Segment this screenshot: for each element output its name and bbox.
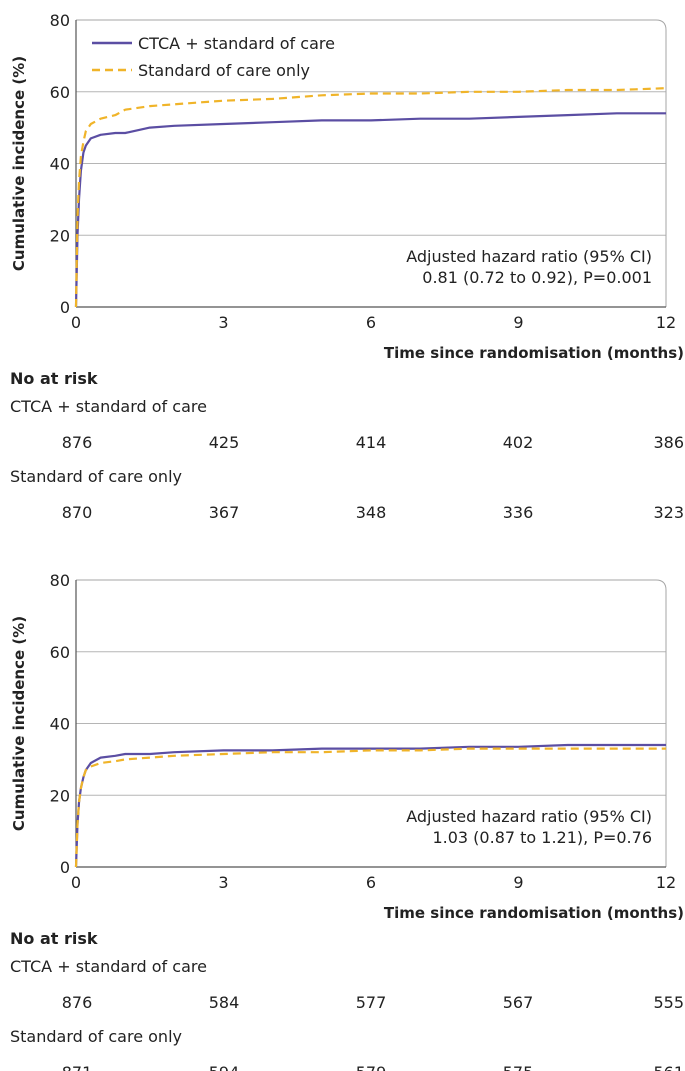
panel1-at-risk-count: 336 [503, 503, 534, 522]
panel1-x-tick-label: 3 [218, 313, 228, 332]
panel2-at-risk-count: 561 [653, 1063, 684, 1071]
panel2-at-risk-count: 876 [62, 993, 93, 1012]
panel1-series-ctca [74, 112, 666, 308]
panel1-at-risk-count: 876 [62, 433, 93, 452]
panel1-hazard-ratio-annotation: Adjusted hazard ratio (95% CI) [406, 247, 652, 266]
panel1-at-risk-count: 870 [62, 503, 93, 522]
panel2-y-tick-label: 20 [50, 786, 70, 805]
panel2-at-risk-count: 594 [209, 1063, 240, 1071]
panel2-y-tick-label: 40 [50, 715, 70, 734]
panel2-at-risk-count: 577 [356, 993, 387, 1012]
panel2-at-risk-count: 871 [62, 1063, 93, 1071]
panel1-y-axis-label: Cumulative incidence (%) [10, 56, 28, 271]
panel1-x-tick-label: 12 [656, 313, 676, 332]
panel2-at-risk-group-label: Standard of care only [10, 1027, 182, 1046]
panel1-at-risk-count: 425 [209, 433, 240, 452]
panel1-at-risk-title: No at risk [10, 369, 98, 388]
legend-label-2: Standard of care only [138, 61, 310, 80]
panel2-at-risk-count: 579 [356, 1063, 387, 1071]
panel1-y-tick-label: 0 [60, 298, 70, 317]
panel2-hazard-ratio-annotation: Adjusted hazard ratio (95% CI) [406, 807, 652, 826]
panel1-series-standard-of-care [74, 87, 667, 308]
panel2-y-axis-label: Cumulative incidence (%) [10, 616, 28, 831]
panel1-at-risk-count: 414 [356, 433, 387, 452]
panel1-y-tick-label: 60 [50, 83, 70, 102]
panel1-x-tick-label: 0 [71, 313, 81, 332]
panel2-x-tick-label: 9 [513, 873, 523, 892]
panel2-at-risk-count: 575 [503, 1063, 534, 1071]
panel2-at-risk-title: No at risk [10, 929, 98, 948]
panel1-x-tick-label: 6 [366, 313, 376, 332]
panel1-at-risk-count: 386 [653, 433, 684, 452]
panel2-x-tick-label: 12 [656, 873, 676, 892]
panel2-frame [76, 579, 667, 867]
panel2-x-tick-label: 0 [71, 873, 81, 892]
panel1-x-tick-label: 9 [513, 313, 523, 332]
panel1-at-risk-count: 367 [209, 503, 240, 522]
panel1-hazard-ratio-annotation: 0.81 (0.72 to 0.92), P=0.001 [422, 268, 652, 287]
panel1-at-risk-count: 323 [653, 503, 684, 522]
panel2-series-ctca [74, 743, 666, 868]
panel1-y-tick-label: 20 [50, 226, 70, 245]
panel1-at-risk-group-label: CTCA + standard of care [10, 397, 207, 416]
panel2-series-standard-of-care [74, 747, 666, 868]
panel2-at-risk-group-label: CTCA + standard of care [10, 957, 207, 976]
panel2-y-tick-label: 80 [50, 571, 70, 590]
panel2-y-tick-label: 60 [50, 643, 70, 662]
panel1-y-tick-label: 80 [50, 11, 70, 30]
panel2-x-tick-label: 6 [366, 873, 376, 892]
panel1-y-tick-label: 40 [50, 155, 70, 174]
panel1-frame [76, 19, 667, 307]
panel2-y-tick-label: 0 [60, 858, 70, 877]
panel1-at-risk-group-label: Standard of care only [10, 467, 182, 486]
panel2-hazard-ratio-annotation: 1.03 (0.87 to 1.21), P=0.76 [432, 828, 652, 847]
panel2-at-risk-count: 555 [653, 993, 684, 1012]
panel1-x-axis-label: Time since randomisation (months) [384, 344, 684, 362]
panel1-at-risk-count: 348 [356, 503, 387, 522]
panel1-at-risk-count: 402 [503, 433, 534, 452]
panel2-x-tick-label: 3 [218, 873, 228, 892]
legend-label-1: CTCA + standard of care [138, 34, 335, 53]
panel2-at-risk-count: 567 [503, 993, 534, 1012]
panel2-at-risk-count: 584 [209, 993, 240, 1012]
panel2-x-axis-label: Time since randomisation (months) [384, 904, 684, 922]
